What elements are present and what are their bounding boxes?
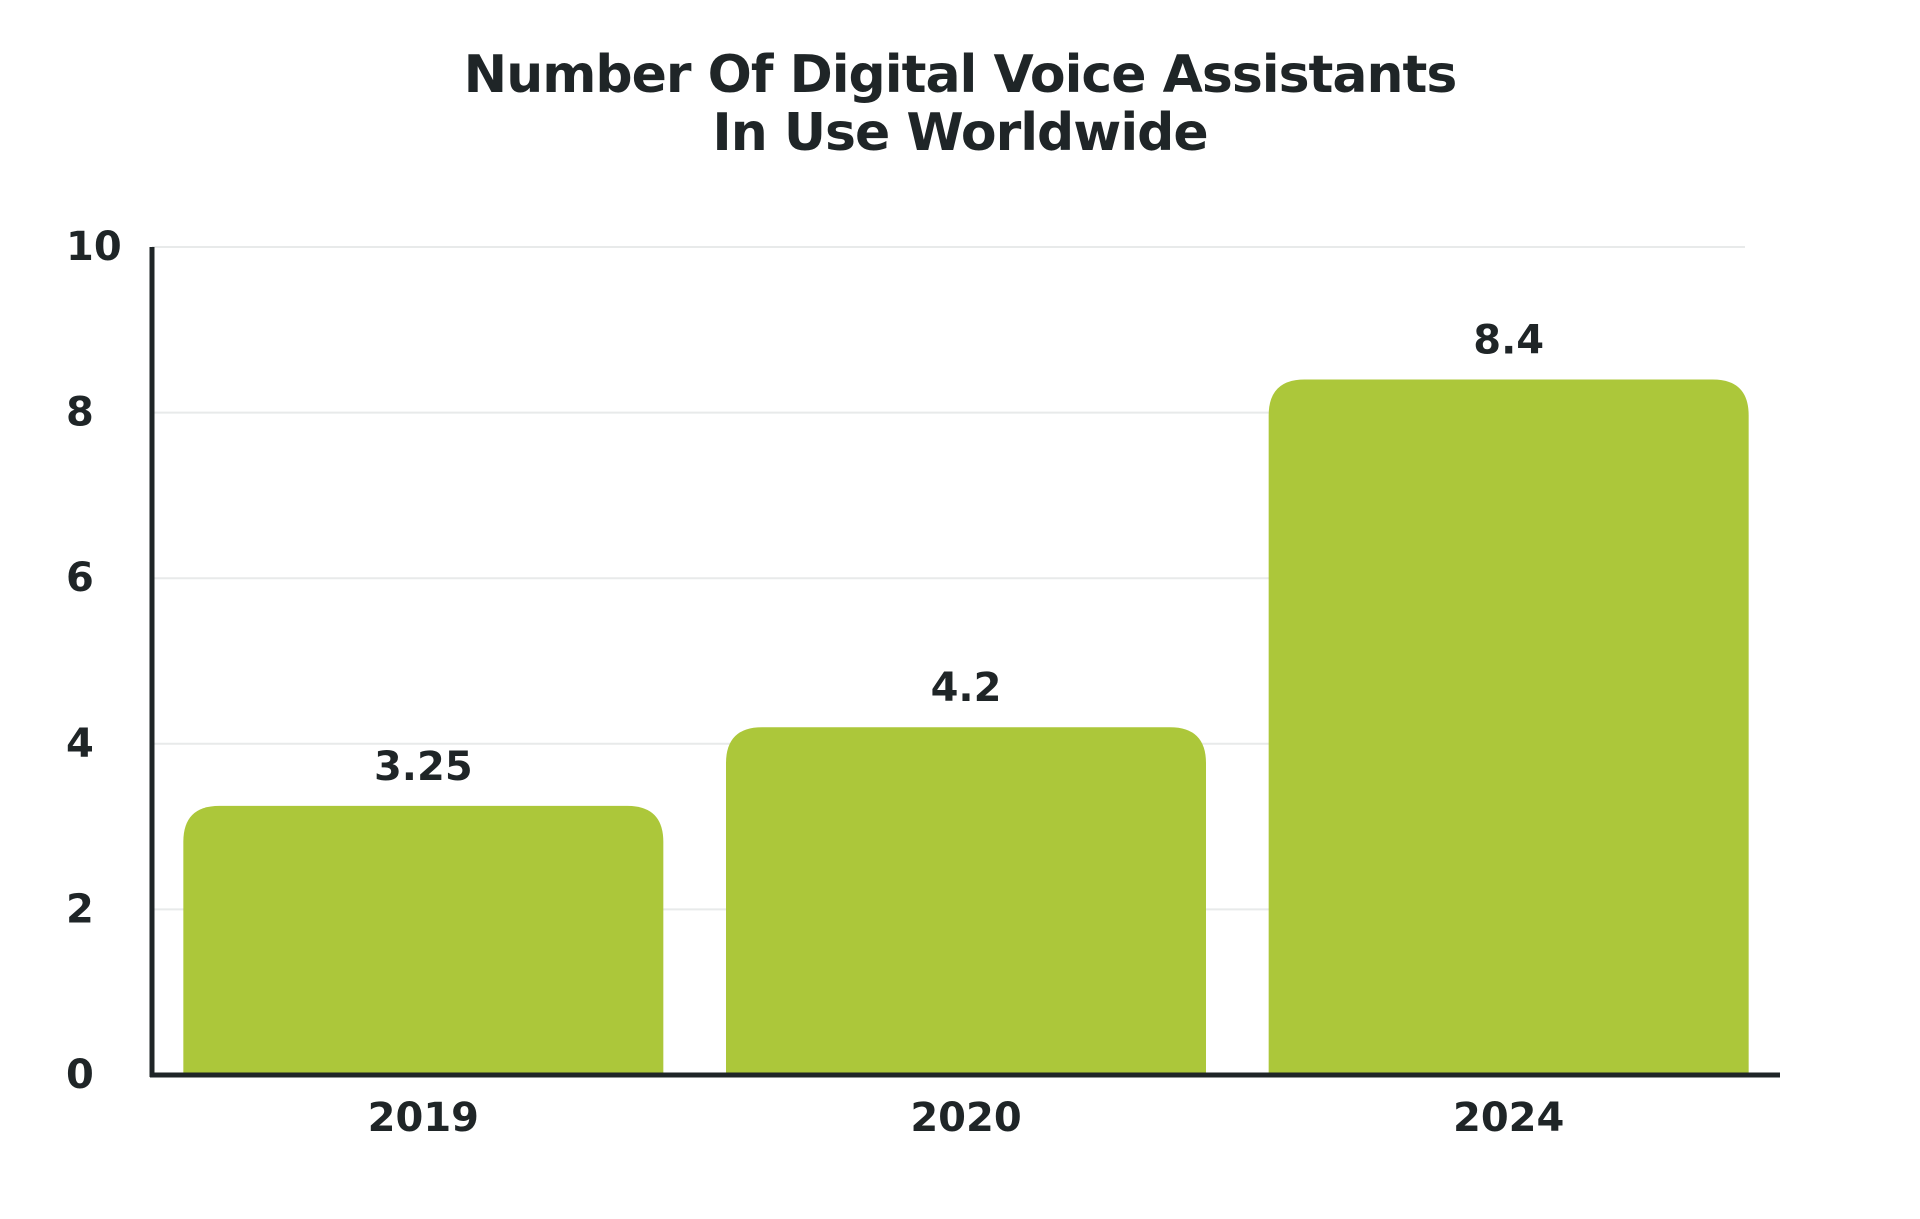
y-tick-label: 0 [66,1052,94,1098]
chart-title: Number Of Digital Voice Assistants In Us… [0,46,1920,162]
data-label: 3.25 [374,744,473,790]
y-tick-label: 2 [66,886,94,932]
y-tick-label: 6 [66,555,94,601]
y-tick-label: 10 [66,224,122,270]
bar [1268,379,1749,1076]
chart-title-line-2: In Use Worldwide [712,103,1208,163]
x-tick-label: 2019 [368,1095,479,1141]
data-label: 4.2 [931,665,1002,711]
y-tick-label: 4 [66,721,94,767]
x-tick-label: 2020 [910,1095,1021,1141]
bars [183,379,1749,1076]
chart-title-line-1: Number Of Digital Voice Assistants [463,45,1458,105]
x-tick-label: 2024 [1453,1095,1564,1141]
y-tick-label: 8 [66,390,94,436]
axes [149,247,1780,1078]
data-label: 8.4 [1473,317,1544,363]
bar [726,727,1206,1075]
labels: 0 2 4 6 8 10 3.25 2019 4.2 2020 8.4 2024 [66,224,1564,1141]
bar [183,805,664,1075]
